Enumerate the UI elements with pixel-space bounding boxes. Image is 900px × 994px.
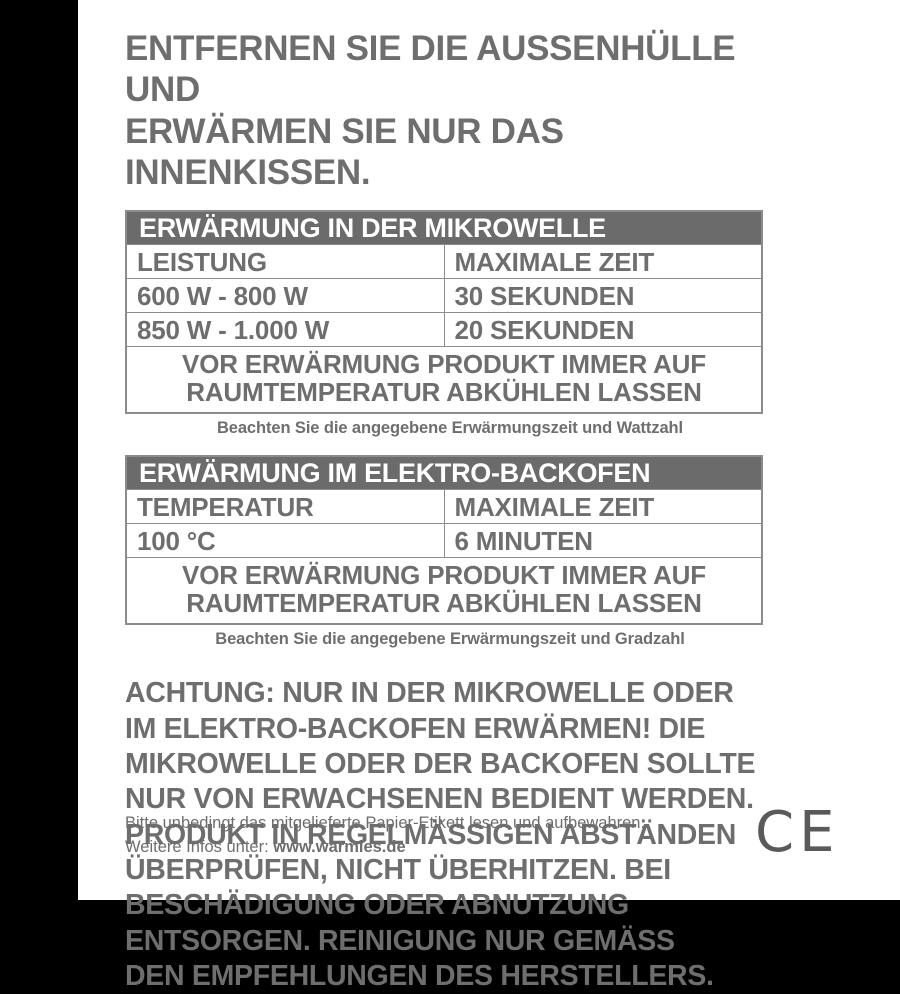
microwave-header-time: MAXIMALE ZEIT [443,244,763,280]
oven-table-title: ERWÄRMUNG IM ELEKTRO-BACKOFEN [126,456,762,491]
oven-heating-table: ERWÄRMUNG IM ELEKTRO-BACKOFEN TEMPERATUR… [125,455,763,626]
ce-mark-icon: CE [755,800,840,865]
page-title: ENTFERNEN SIE DIE AUSSENHÜLLE UND ERWÄRM… [125,29,736,192]
microwave-cooldown-note: VOR ERWÄRMUNG PRODUKT IMMER AUF RAUMTEMP… [125,346,763,414]
microwave-power-2: 850 W - 1.000 W [125,312,445,348]
microwave-table-caption: Beachten Sie die angegebene Erwärmungsze… [216,419,684,438]
table-row: 600 W - 800 W 30 SEKUNDEN [125,278,763,314]
table-title-row: ERWÄRMUNG IM ELEKTRO-BACKOFEN [126,456,762,491]
table-header-row: TEMPERATUR MAXIMALE ZEIT [125,489,763,525]
table-note-row: VOR ERWÄRMUNG PRODUKT IMMER AUF RAUMTEMP… [125,557,763,625]
microwave-time-1: 30 SEKUNDEN [443,278,763,314]
table-row: 850 W - 1.000 W 20 SEKUNDEN [125,312,763,348]
oven-header-temperature: TEMPERATUR [125,489,445,525]
table-header-row: LEISTUNG MAXIMALE ZEIT [125,244,763,280]
footer-line-2: Weitere Infos unter: www.warmies.de [125,836,825,860]
table-row: 100 °C 6 MINUTEN [125,523,763,559]
website-url[interactable]: www.warmies.de [273,837,406,856]
more-info-prefix: Weitere Infos unter: [125,837,274,856]
microwave-power-1: 600 W - 800 W [125,278,445,314]
label-content: ENTFERNEN SIE DIE AUSSENHÜLLE UND ERWÄRM… [125,0,775,994]
oven-cooldown-note: VOR ERWÄRMUNG PRODUKT IMMER AUF RAUMTEMP… [125,557,763,625]
oven-header-time: MAXIMALE ZEIT [443,489,763,525]
oven-temperature-1: 100 °C [125,523,445,559]
oven-table-caption: Beachten Sie die angegebene Erwärmungsze… [215,630,685,649]
oven-time-1: 6 MINUTEN [443,523,763,559]
product-care-label: ENTFERNEN SIE DIE AUSSENHÜLLE UND ERWÄRM… [78,0,900,992]
paper-label-notice: Bitte unbedingt das mitgelieferte Papier… [125,814,646,832]
microwave-time-2: 20 SEKUNDEN [443,312,763,348]
microwave-header-power: LEISTUNG [125,244,445,280]
table-note-row: VOR ERWÄRMUNG PRODUKT IMMER AUF RAUMTEMP… [125,346,763,414]
footer-line-1: Bitte unbedingt das mitgelieferte Papier… [125,812,825,836]
label-footer: Bitte unbedingt das mitgelieferte Papier… [125,805,834,861]
table-title-row: ERWÄRMUNG IN DER MIKROWELLE [126,211,762,246]
microwave-heating-table: ERWÄRMUNG IN DER MIKROWELLE LEISTUNG MAX… [125,210,763,415]
safety-warning-text: ACHTUNG: NUR IN DER MIKROWELLE ODER IM E… [125,677,756,992]
oven-heating-block: ERWÄRMUNG IM ELEKTRO-BACKOFEN TEMPERATUR… [125,455,775,649]
microwave-heating-block: ERWÄRMUNG IN DER MIKROWELLE LEISTUNG MAX… [125,210,775,438]
microwave-table-title: ERWÄRMUNG IN DER MIKROWELLE [126,211,762,246]
